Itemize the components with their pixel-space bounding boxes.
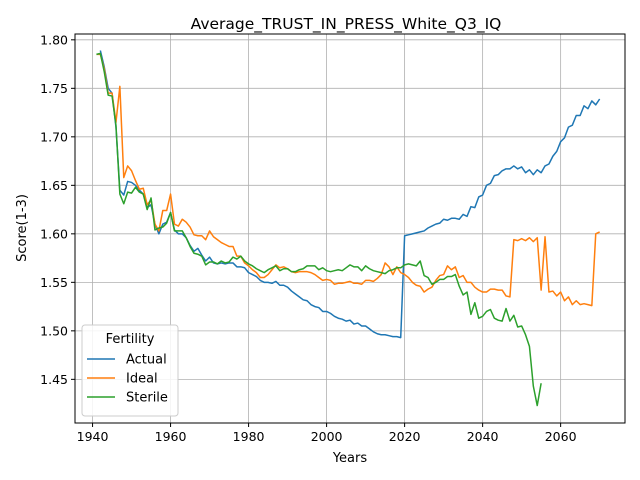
legend-title: Fertility <box>106 332 155 347</box>
x-tick-label: 2000 <box>311 429 343 444</box>
y-tick-label: 1.65 <box>40 178 68 193</box>
x-tick-label: 2040 <box>467 429 499 444</box>
y-axis-label: Score(1-3) <box>15 194 30 262</box>
x-tick-label: 1940 <box>77 429 109 444</box>
series-lines <box>96 50 601 407</box>
y-tick-label: 1.80 <box>40 32 68 47</box>
legend-box <box>81 324 179 417</box>
y-tick-label: 1.55 <box>40 275 68 290</box>
plot-frame <box>74 33 626 424</box>
legend-label-actual: Actual <box>126 353 167 368</box>
x-tick-label: 1960 <box>155 429 187 444</box>
x-tick-label: 1980 <box>233 429 265 444</box>
x-tick-label: 2060 <box>545 429 577 444</box>
x-axis-label: Years <box>332 451 368 466</box>
y-tick-label: 1.75 <box>40 81 68 96</box>
y-tick-label: 1.45 <box>40 372 68 387</box>
series-line-sterile <box>96 52 542 407</box>
series-line-actual <box>99 50 601 339</box>
y-axis-ticks: 1.45 1.50 1.55 1.60 1.65 1.70 1.75 1.80 <box>40 32 75 387</box>
legend-entries: Actual Ideal Sterile <box>87 353 168 406</box>
y-tick-label: 1.50 <box>40 323 68 338</box>
legend-label-sterile: Sterile <box>126 391 168 406</box>
y-tick-label: 1.60 <box>40 226 68 241</box>
x-tick-label: 2020 <box>389 429 421 444</box>
series-line-ideal <box>96 53 600 307</box>
legend-label-ideal: Ideal <box>126 372 158 387</box>
x-axis-ticks: 1940 1960 1980 2000 2020 2040 2060 <box>77 423 577 444</box>
legend: Fertility Actual Ideal Sterile <box>81 324 179 417</box>
chart-title: Average_TRUST_IN_PRESS_White_Q3_IQ <box>191 15 502 34</box>
y-tick-label: 1.70 <box>40 129 68 144</box>
